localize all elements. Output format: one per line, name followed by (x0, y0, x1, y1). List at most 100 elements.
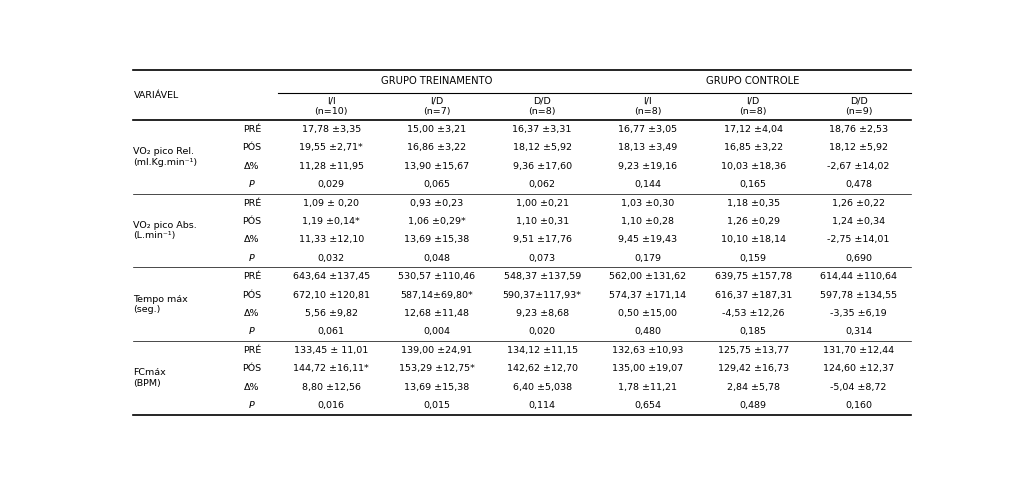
Text: PÓS: PÓS (242, 290, 261, 300)
Text: 587,14±69,80*: 587,14±69,80* (401, 290, 473, 300)
Text: 616,37 ±187,31: 616,37 ±187,31 (715, 290, 792, 300)
Text: PRÉ: PRÉ (243, 125, 261, 134)
Text: 13,90 ±15,67: 13,90 ±15,67 (404, 162, 469, 171)
Text: 0,159: 0,159 (739, 254, 767, 263)
Text: 9,51 ±17,76: 9,51 ±17,76 (513, 235, 572, 244)
Text: I/D
(n=8): I/D (n=8) (739, 97, 767, 116)
Text: 19,55 ±2,71*: 19,55 ±2,71* (299, 143, 363, 152)
Text: 0,489: 0,489 (739, 401, 767, 410)
Text: -2,75 ±14,01: -2,75 ±14,01 (828, 235, 890, 244)
Text: PRÉ: PRÉ (243, 272, 261, 281)
Text: FCmáx
(BPM): FCmáx (BPM) (133, 368, 166, 387)
Text: 0,114: 0,114 (529, 401, 555, 410)
Text: 0,032: 0,032 (317, 254, 345, 263)
Text: 0,016: 0,016 (317, 401, 345, 410)
Text: 129,42 ±16,73: 129,42 ±16,73 (718, 364, 789, 373)
Text: 17,78 ±3,35: 17,78 ±3,35 (302, 125, 361, 134)
Text: Δ%: Δ% (244, 162, 259, 171)
Text: 0,073: 0,073 (529, 254, 555, 263)
Text: 1,00 ±0,21: 1,00 ±0,21 (516, 199, 569, 207)
Text: 153,29 ±12,75*: 153,29 ±12,75* (399, 364, 475, 373)
Text: 11,28 ±11,95: 11,28 ±11,95 (299, 162, 364, 171)
Text: 0,065: 0,065 (423, 180, 451, 189)
Text: 0,004: 0,004 (423, 327, 451, 336)
Text: 1,24 ±0,34: 1,24 ±0,34 (832, 217, 885, 226)
Text: 132,63 ±10,93: 132,63 ±10,93 (612, 346, 683, 355)
Text: -2,67 ±14,02: -2,67 ±14,02 (828, 162, 890, 171)
Text: 0,179: 0,179 (635, 254, 661, 263)
Text: 0,185: 0,185 (739, 327, 767, 336)
Text: 0,654: 0,654 (635, 401, 661, 410)
Text: 9,23 ±19,16: 9,23 ±19,16 (618, 162, 677, 171)
Text: P: P (249, 254, 255, 263)
Text: 0,061: 0,061 (317, 327, 345, 336)
Text: 672,10 ±120,81: 672,10 ±120,81 (293, 290, 370, 300)
Text: 0,062: 0,062 (529, 180, 555, 189)
Text: 0,165: 0,165 (739, 180, 767, 189)
Text: Δ%: Δ% (244, 309, 259, 318)
Text: 1,18 ±0,35: 1,18 ±0,35 (726, 199, 780, 207)
Text: Δ%: Δ% (244, 383, 259, 392)
Text: 0,015: 0,015 (423, 401, 451, 410)
Text: PÓS: PÓS (242, 364, 261, 373)
Text: 13,69 ±15,38: 13,69 ±15,38 (404, 383, 469, 392)
Text: 15,00 ±3,21: 15,00 ±3,21 (407, 125, 466, 134)
Text: D/D
(n=8): D/D (n=8) (529, 97, 556, 116)
Text: 10,10 ±18,14: 10,10 ±18,14 (721, 235, 786, 244)
Text: 0,93 ±0,23: 0,93 ±0,23 (410, 199, 464, 207)
Text: 5,56 ±9,82: 5,56 ±9,82 (305, 309, 358, 318)
Text: P: P (249, 401, 255, 410)
Text: PÓS: PÓS (242, 143, 261, 152)
Text: 0,50 ±15,00: 0,50 ±15,00 (618, 309, 677, 318)
Text: 135,00 ±19,07: 135,00 ±19,07 (612, 364, 683, 373)
Text: 142,62 ±12,70: 142,62 ±12,70 (506, 364, 578, 373)
Text: 9,23 ±8,68: 9,23 ±8,68 (516, 309, 569, 318)
Text: 124,60 ±12,37: 124,60 ±12,37 (823, 364, 894, 373)
Text: 17,12 ±4,04: 17,12 ±4,04 (724, 125, 783, 134)
Text: 0,144: 0,144 (635, 180, 661, 189)
Text: 2,84 ±5,78: 2,84 ±5,78 (726, 383, 780, 392)
Text: 1,10 ±0,28: 1,10 ±0,28 (621, 217, 674, 226)
Text: 574,37 ±171,14: 574,37 ±171,14 (609, 290, 686, 300)
Text: 0,160: 0,160 (845, 401, 873, 410)
Text: 133,45 ± 11,01: 133,45 ± 11,01 (294, 346, 368, 355)
Text: -5,04 ±8,72: -5,04 ±8,72 (831, 383, 887, 392)
Text: VARIÁVEL: VARIÁVEL (133, 90, 179, 100)
Text: 13,69 ±15,38: 13,69 ±15,38 (404, 235, 469, 244)
Text: 597,78 ±134,55: 597,78 ±134,55 (820, 290, 897, 300)
Text: 548,37 ±137,59: 548,37 ±137,59 (503, 272, 581, 281)
Text: 18,76 ±2,53: 18,76 ±2,53 (829, 125, 888, 134)
Text: 1,06 ±0,29*: 1,06 ±0,29* (408, 217, 466, 226)
Text: P: P (249, 327, 255, 336)
Text: P: P (249, 180, 255, 189)
Text: 6,40 ±5,038: 6,40 ±5,038 (513, 383, 572, 392)
Text: -4,53 ±12,26: -4,53 ±12,26 (722, 309, 784, 318)
Text: GRUPO TREINAMENTO: GRUPO TREINAMENTO (381, 77, 492, 86)
Text: 0,480: 0,480 (635, 327, 661, 336)
Text: I/I
(n=8): I/I (n=8) (634, 97, 661, 116)
Text: 1,26 ±0,22: 1,26 ±0,22 (832, 199, 885, 207)
Text: 1,19 ±0,14*: 1,19 ±0,14* (302, 217, 360, 226)
Text: 125,75 ±13,77: 125,75 ±13,77 (718, 346, 789, 355)
Text: 0,020: 0,020 (529, 327, 555, 336)
Text: I/I
(n=10): I/I (n=10) (314, 97, 348, 116)
Text: 614,44 ±110,64: 614,44 ±110,64 (820, 272, 897, 281)
Text: 144,72 ±16,11*: 144,72 ±16,11* (293, 364, 369, 373)
Text: 18,12 ±5,92: 18,12 ±5,92 (829, 143, 888, 152)
Text: 0,690: 0,690 (845, 254, 873, 263)
Text: PRÉ: PRÉ (243, 346, 261, 355)
Text: VO₂ pico Abs.
(L.min⁻¹): VO₂ pico Abs. (L.min⁻¹) (133, 221, 197, 241)
Text: 16,37 ±3,31: 16,37 ±3,31 (513, 125, 572, 134)
Text: 1,09 ± 0,20: 1,09 ± 0,20 (303, 199, 359, 207)
Text: 134,12 ±11,15: 134,12 ±11,15 (506, 346, 578, 355)
Text: 1,78 ±11,21: 1,78 ±11,21 (618, 383, 677, 392)
Text: D/D
(n=9): D/D (n=9) (845, 97, 873, 116)
Text: GRUPO CONTROLE: GRUPO CONTROLE (707, 77, 799, 86)
Text: 0,478: 0,478 (845, 180, 873, 189)
Text: 1,03 ±0,30: 1,03 ±0,30 (621, 199, 674, 207)
Text: PRÉ: PRÉ (243, 199, 261, 207)
Text: 562,00 ±131,62: 562,00 ±131,62 (609, 272, 686, 281)
Text: Tempo máx
(seg.): Tempo máx (seg.) (133, 295, 188, 314)
Text: 590,37±117,93*: 590,37±117,93* (502, 290, 582, 300)
Text: 16,85 ±3,22: 16,85 ±3,22 (723, 143, 783, 152)
